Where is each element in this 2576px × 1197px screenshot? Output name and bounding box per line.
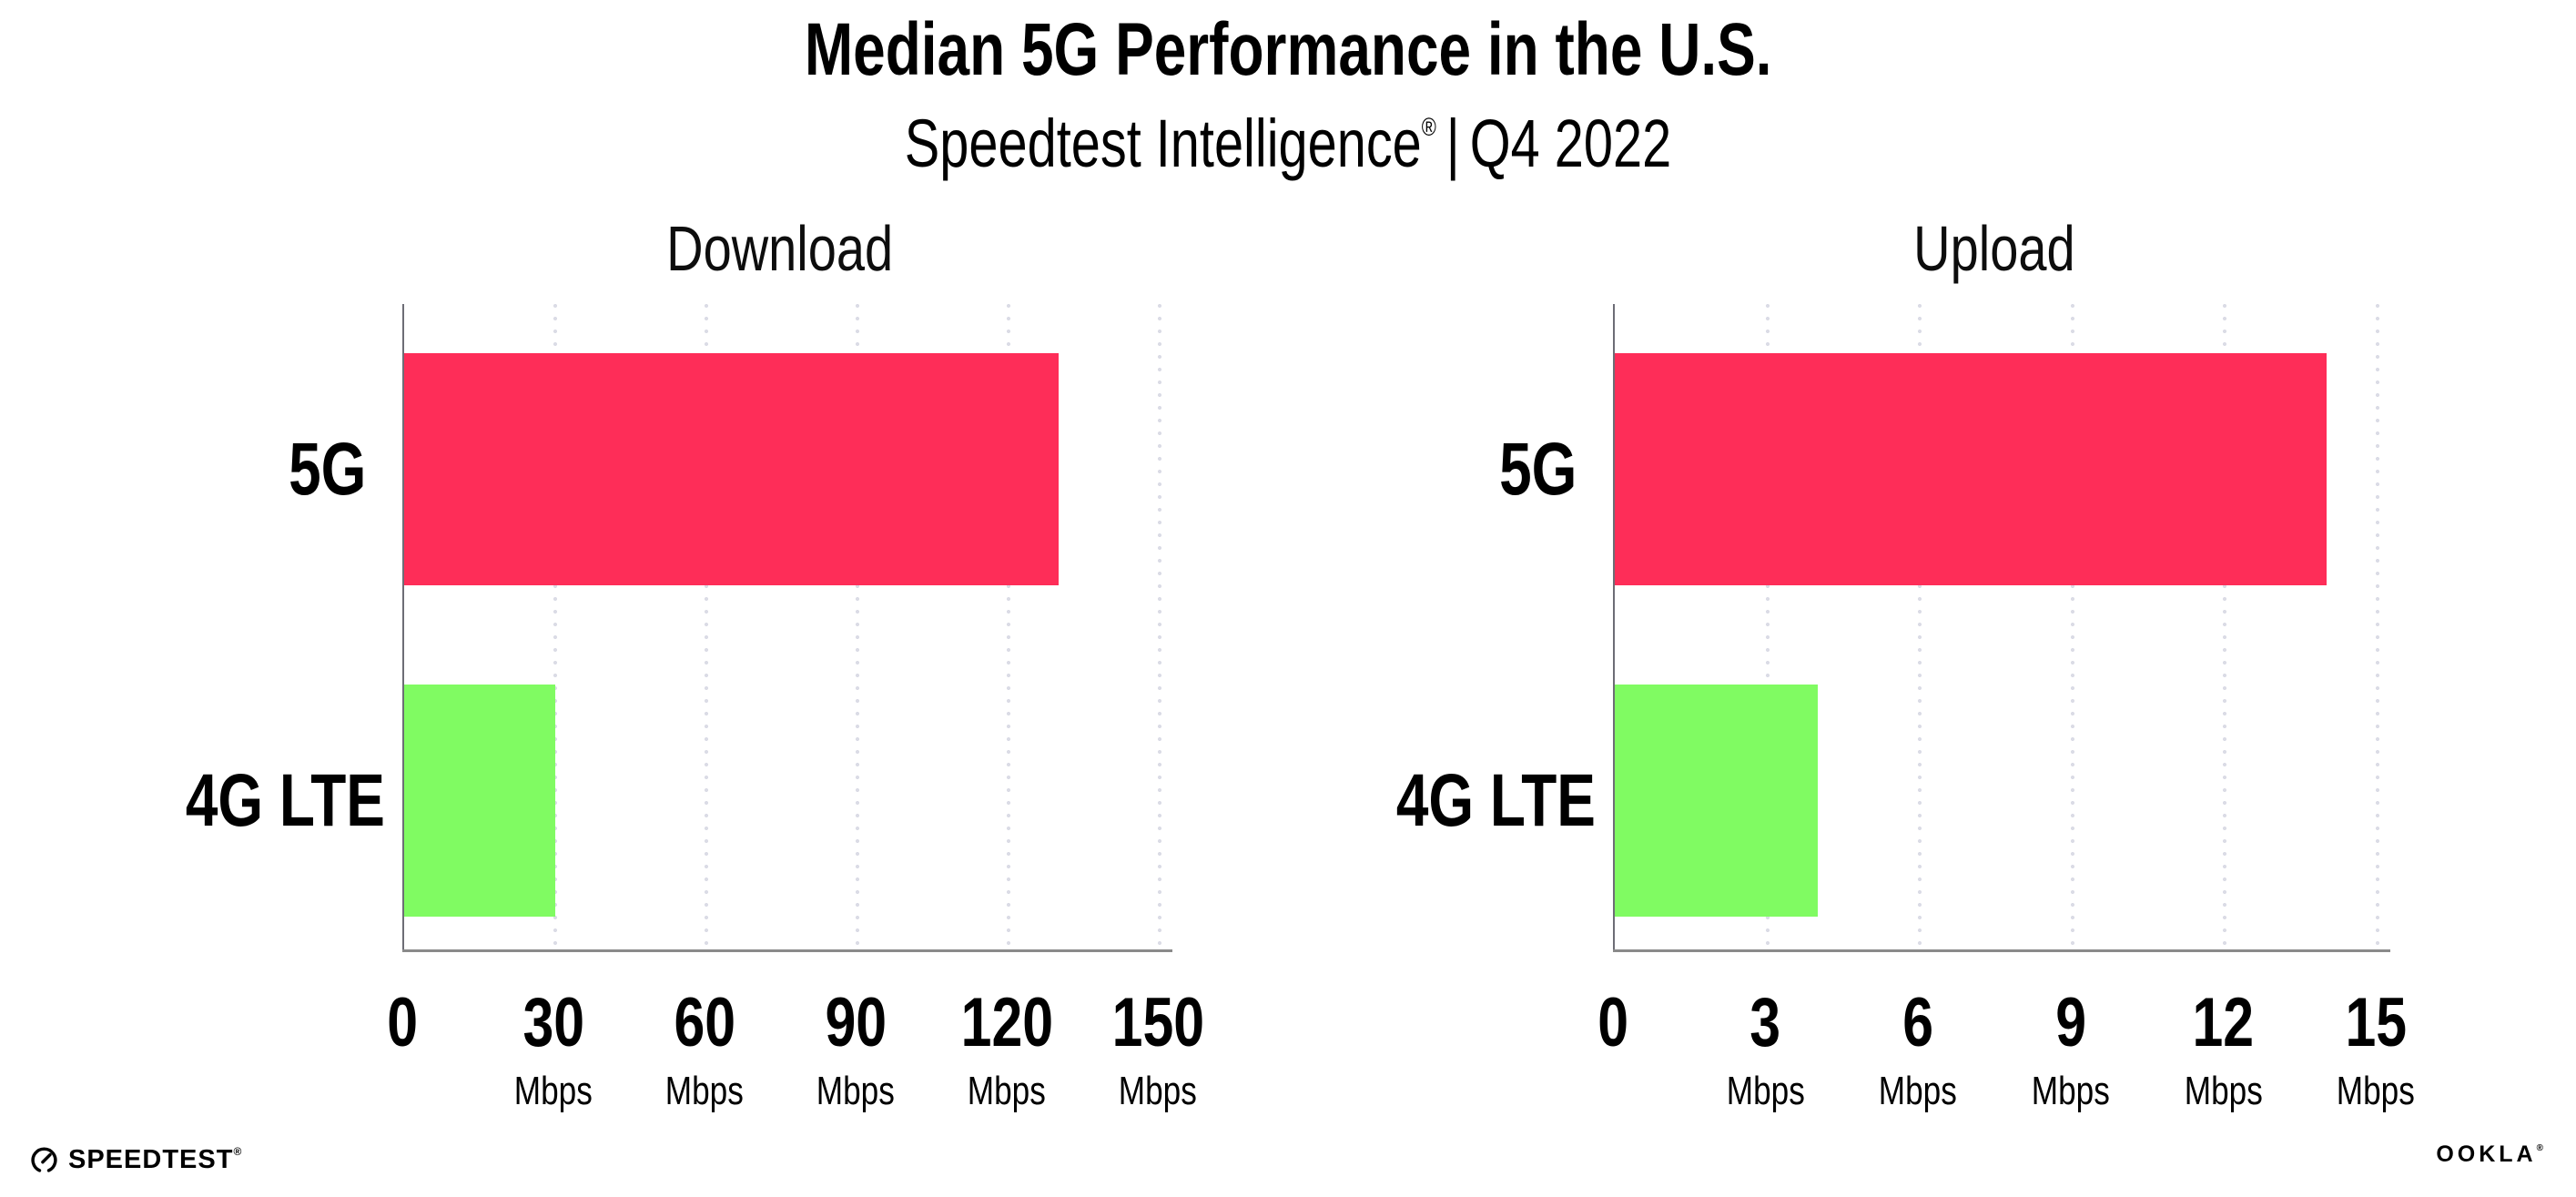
x-tick-9-upload: 9 Mbps xyxy=(1998,989,2144,1112)
category-label-5g-upload: 5G xyxy=(1340,353,1577,585)
x-tick-6-upload: 6 Mbps xyxy=(1845,989,1991,1112)
x-tick-150-download: 150 Mbps xyxy=(1085,989,1231,1112)
x-tick-value: 3 xyxy=(1749,984,1781,1061)
bar-4g-lte-upload xyxy=(1615,685,1819,917)
ookla-logo: OOKLA® xyxy=(2436,1141,2547,1168)
gridline-3-mbps xyxy=(1765,304,1770,950)
gridline-90-mbps xyxy=(856,304,859,950)
x-tick-unit: Mbps xyxy=(1118,1069,1198,1113)
header: Median 5G Performance in the U.S. Speedt… xyxy=(0,0,2576,180)
speedtest-wordmark: SPEEDTEST® xyxy=(68,1144,243,1174)
chart-title-text: Upload xyxy=(1913,213,2075,284)
x-tick-unit: Mbps xyxy=(816,1069,896,1113)
x-axis-line-download xyxy=(402,949,1172,952)
page-title: Median 5G Performance in the U.S. xyxy=(0,11,2576,89)
category-label-text: 4G LTE xyxy=(1395,759,1596,842)
bar-4g-lte-download xyxy=(404,685,555,917)
x-tick-value: 150 xyxy=(1111,984,1204,1061)
x-tick-unit: Mbps xyxy=(2336,1069,2416,1113)
speedtest-trademark-icon: ® xyxy=(233,1144,243,1158)
gridline-120-mbps xyxy=(1007,304,1010,950)
speedtest-logo: SPEEDTEST® xyxy=(31,1136,242,1183)
x-tick-12-upload: 12 Mbps xyxy=(2150,989,2296,1112)
x-tick-60-download: 60 Mbps xyxy=(632,989,777,1112)
x-tick-value: 6 xyxy=(1902,984,1934,1061)
x-tick-unit: Mbps xyxy=(2184,1069,2263,1113)
category-label-4g-lte-download: 4G LTE xyxy=(129,685,385,917)
speedtest-gauge-icon xyxy=(31,1146,57,1172)
ookla-wordmark: OOKLA® xyxy=(2436,1141,2547,1167)
x-tick-120-download: 120 Mbps xyxy=(934,989,1080,1112)
gridline-12-mbps xyxy=(2223,304,2227,950)
chart-upload: Upload 5G 4G LTE 0 3 Mbps 6 Mbps 9 Mbps 12 Mbps 15 Mb… xyxy=(1340,209,2415,1147)
subtitle-period: Q4 2022 xyxy=(1469,106,1672,181)
category-label-text: 4G LTE xyxy=(185,759,385,842)
x-tick-3-upload: 3 Mbps xyxy=(1693,989,1839,1112)
subtitle-separator: | xyxy=(1445,106,1460,181)
page-title-text: Median 5G Performance in the U.S. xyxy=(804,8,1772,91)
x-tick-value: 90 xyxy=(825,984,887,1061)
x-tick-30-download: 30 Mbps xyxy=(481,989,626,1112)
plot-area-upload xyxy=(1613,304,2379,950)
category-label-text: 5G xyxy=(1498,428,1577,511)
x-axis-line-upload xyxy=(1613,949,2390,952)
chart-title-upload: Upload xyxy=(1613,209,2376,297)
gridline-15-mbps xyxy=(2376,304,2379,950)
gridline-6-mbps xyxy=(1918,304,1922,950)
x-tick-value: 30 xyxy=(522,984,584,1061)
chart-download: Download 5G 4G LTE 0 30 Mbps 60 Mbps 90 Mbps 120 Mb… xyxy=(129,209,1204,1147)
category-label-5g-download: 5G xyxy=(129,353,366,585)
x-tick-unit: Mbps xyxy=(967,1069,1047,1113)
ookla-trademark-icon: ® xyxy=(2536,1143,2547,1153)
bar-5g-upload xyxy=(1615,353,2328,585)
x-tick-unit: Mbps xyxy=(513,1069,593,1113)
x-tick-value: 0 xyxy=(1597,984,1628,1061)
chart-title-download: Download xyxy=(402,209,1158,297)
chart-title-text: Download xyxy=(666,213,894,284)
x-tick-15-upload: 15 Mbps xyxy=(2303,989,2449,1112)
x-tick-value: 15 xyxy=(2345,984,2407,1061)
category-label-4g-lte-upload: 4G LTE xyxy=(1340,685,1596,917)
x-tick-0-upload: 0 xyxy=(1540,989,1686,1058)
x-tick-unit: Mbps xyxy=(1879,1069,1958,1113)
x-tick-unit: Mbps xyxy=(664,1069,745,1113)
x-tick-value: 60 xyxy=(674,984,735,1061)
bar-5g-download xyxy=(404,353,1060,585)
x-tick-value: 120 xyxy=(960,984,1053,1061)
x-tick-value: 0 xyxy=(387,984,418,1061)
x-tick-value: 9 xyxy=(2054,984,2086,1061)
x-tick-90-download: 90 Mbps xyxy=(783,989,928,1112)
plot-area-download xyxy=(402,304,1161,950)
page-subtitle: Speedtest Intelligence® | Q4 2022 xyxy=(0,91,2576,180)
gridline-30-mbps xyxy=(553,304,557,950)
x-tick-unit: Mbps xyxy=(1726,1069,1805,1113)
registered-trademark-icon: ® xyxy=(1421,113,1436,141)
category-label-text: 5G xyxy=(288,428,366,511)
gridline-60-mbps xyxy=(705,304,708,950)
gridline-150-mbps xyxy=(1158,304,1161,950)
x-tick-0-download: 0 xyxy=(330,989,475,1058)
subtitle-product: Speedtest Intelligence xyxy=(904,106,1422,181)
x-tick-value: 12 xyxy=(2192,984,2255,1061)
x-tick-unit: Mbps xyxy=(2031,1069,2110,1113)
gridline-9-mbps xyxy=(2070,304,2074,950)
